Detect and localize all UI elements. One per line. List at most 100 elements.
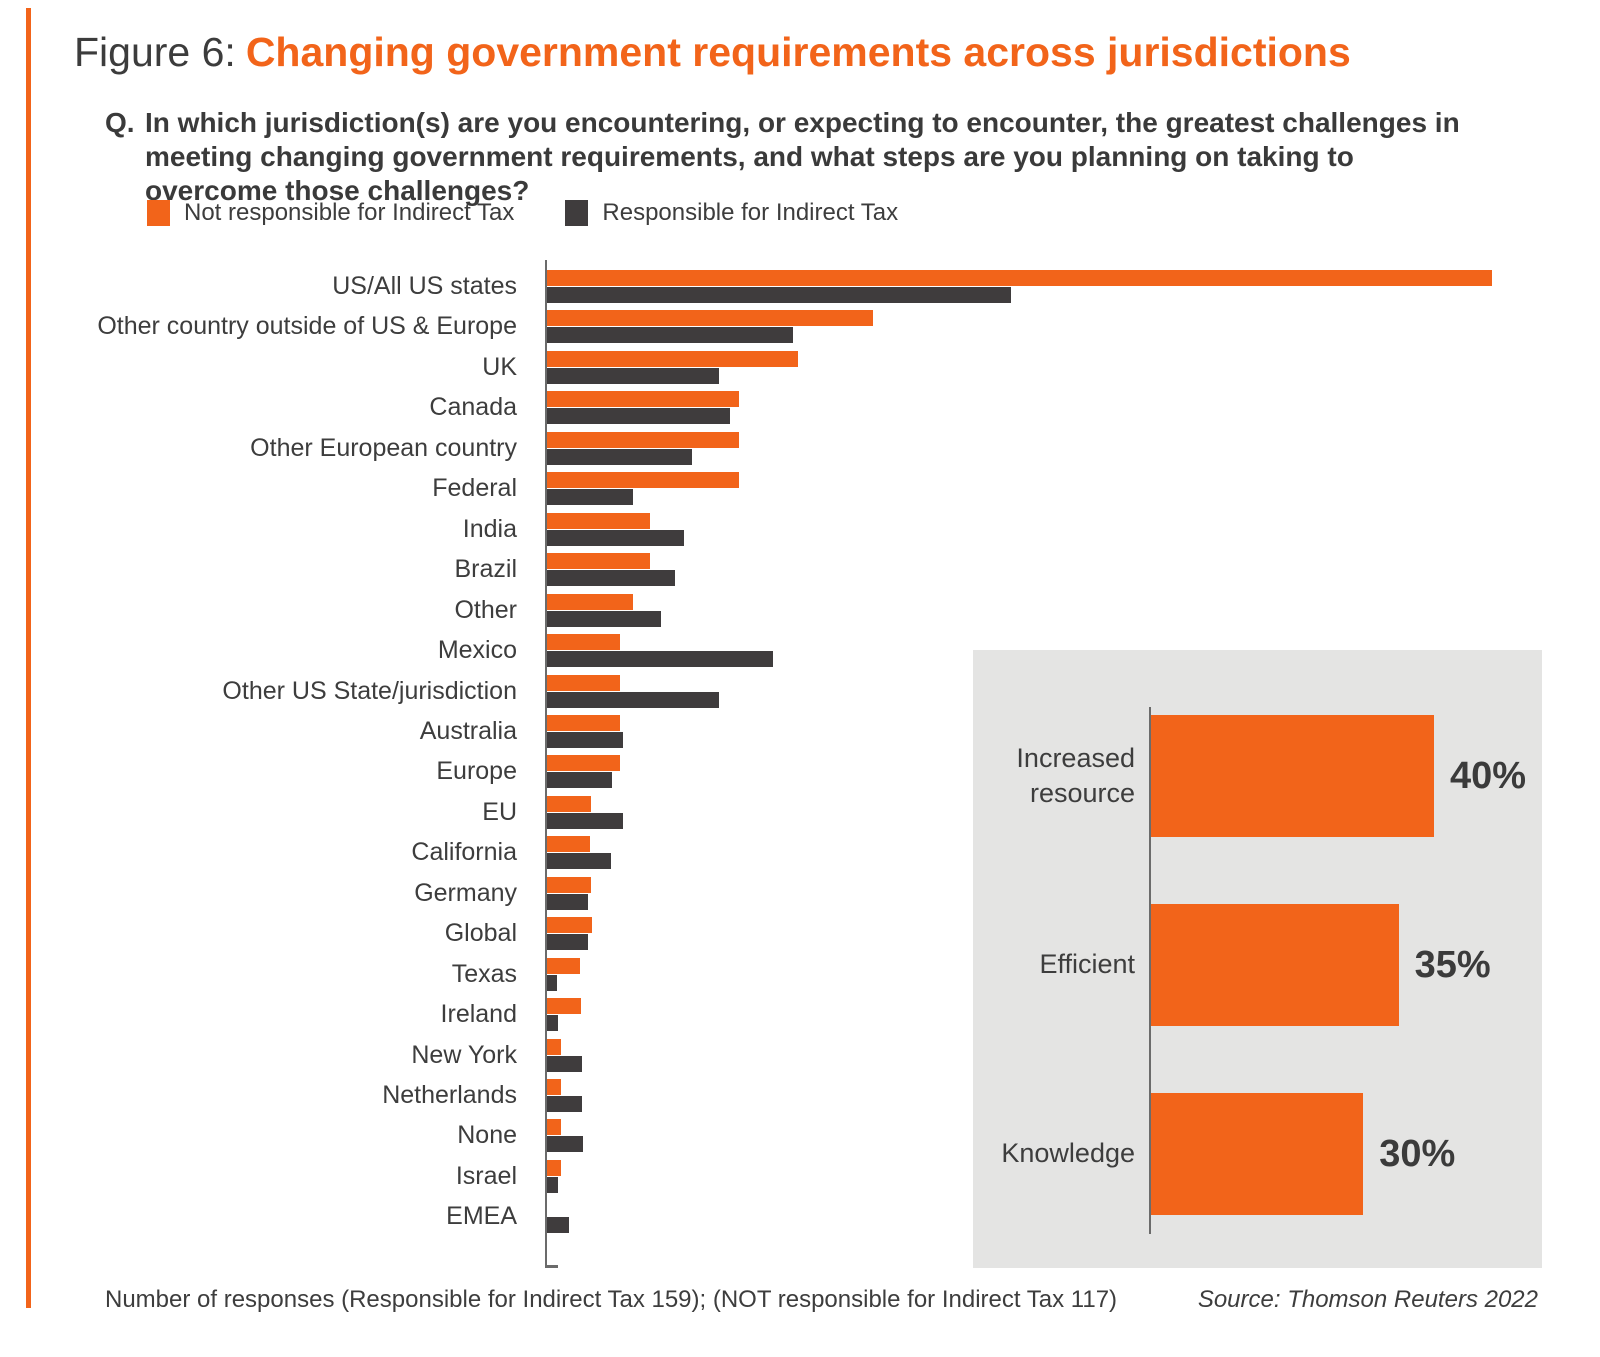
bar-not-responsible <box>547 755 620 772</box>
bar-not-responsible <box>547 998 582 1015</box>
y-axis-line <box>545 260 547 1268</box>
bar-responsible <box>547 1176 559 1193</box>
inset-category-label: Efficient <box>1039 949 1135 980</box>
figure-title-text: Changing government requirements across … <box>245 29 1351 75</box>
steps-inset-chart: Increased resource 40% Efficient 35% Knowled… <box>973 650 1542 1268</box>
bar-responsible <box>547 1217 569 1234</box>
category-label: Federal <box>432 474 517 503</box>
category-label: Mexico <box>437 636 517 665</box>
figure-number-label: Figure 6: <box>74 29 236 75</box>
source-credit: Source: Thomson Reuters 2022 <box>1197 1286 1538 1313</box>
category-label: Germany <box>414 878 517 907</box>
category-label: Ireland <box>440 1000 517 1029</box>
legend: Not responsible for Indirect Tax Respons… <box>147 199 898 227</box>
bar-responsible <box>547 367 719 384</box>
category-label: EMEA <box>446 1202 517 1231</box>
inset-category-label: Knowledge <box>1001 1138 1135 1169</box>
legend-label: Not responsible for Indirect Tax <box>184 199 515 226</box>
bar-not-responsible <box>547 431 739 448</box>
inset-bar <box>1151 904 1399 1026</box>
legend-swatch-responsible <box>565 200 589 226</box>
inset-category-label: Increased resource <box>1016 742 1135 808</box>
bar-responsible <box>547 812 623 829</box>
bar-responsible <box>547 570 675 587</box>
category-label: UK <box>482 352 517 381</box>
category-label: Texas <box>451 959 517 988</box>
bar-not-responsible <box>547 472 739 489</box>
bar-responsible <box>547 489 633 506</box>
bar-responsible <box>547 974 558 991</box>
category-label: EU <box>482 797 517 826</box>
orange-accent-rule <box>26 8 31 1308</box>
question-text: In which jurisdiction(s) are you encount… <box>145 107 1460 207</box>
legend-swatch-not-responsible <box>147 200 170 226</box>
bar-responsible <box>547 287 1011 303</box>
category-label: New York <box>411 1040 517 1069</box>
bar-not-responsible <box>547 1119 562 1136</box>
bar-not-responsible <box>547 674 620 691</box>
bar-not-responsible <box>547 1159 562 1176</box>
legend-label: Responsible for Indirect Tax <box>602 199 899 226</box>
question-prefix: Q. <box>105 107 135 138</box>
category-label: Israel <box>455 1161 517 1190</box>
bar-not-responsible <box>547 270 1492 286</box>
bar-responsible <box>547 772 613 789</box>
survey-question: Q. In which jurisdiction(s) are you enco… <box>105 106 1465 208</box>
bar-not-responsible <box>547 593 633 610</box>
category-label: US/All US states <box>332 272 517 300</box>
bar-responsible <box>547 1015 559 1032</box>
bar-responsible <box>547 408 731 425</box>
bar-responsible <box>547 731 623 748</box>
bar-not-responsible <box>547 512 650 529</box>
bar-not-responsible <box>547 917 593 934</box>
bar-responsible <box>547 1096 582 1112</box>
jurisdictions-bar-chart: US/All US states Other country outside of… <box>0 260 1600 1274</box>
inset-value-label: 40% <box>1450 754 1527 797</box>
axis-bottom-tick <box>545 1265 558 1268</box>
inset-value-label: 30% <box>1379 1132 1456 1175</box>
category-label: Australia <box>419 716 517 745</box>
bar-not-responsible <box>547 795 592 812</box>
category-label: India <box>462 514 517 543</box>
bar-responsible <box>547 651 773 668</box>
inset-value-label: 35% <box>1414 943 1491 986</box>
bar-responsible <box>547 610 662 627</box>
bar-responsible <box>547 529 685 546</box>
bar-not-responsible <box>547 1079 562 1095</box>
bar-responsible <box>547 1055 582 1072</box>
category-label: Europe <box>436 757 517 786</box>
bar-not-responsible <box>547 714 620 731</box>
bar-not-responsible <box>547 310 874 327</box>
bar-not-responsible <box>547 634 620 651</box>
category-label: California <box>411 838 517 867</box>
bar-responsible <box>547 853 612 870</box>
bar-not-responsible <box>547 1038 562 1055</box>
category-label: Global <box>444 919 517 948</box>
bar-not-responsible <box>547 836 591 853</box>
bar-responsible <box>547 934 588 951</box>
category-label: Other <box>454 595 517 624</box>
bar-not-responsible <box>547 350 799 367</box>
bar-responsible <box>547 1136 583 1153</box>
category-label: Other European country <box>250 433 517 462</box>
bar-responsible <box>547 448 692 465</box>
bar-not-responsible <box>547 391 739 408</box>
bar-responsible <box>547 327 793 344</box>
bar-not-responsible <box>547 957 581 974</box>
legend-item-responsible: Responsible for Indirect Tax <box>565 199 898 227</box>
legend-item-not-responsible: Not responsible for Indirect Tax <box>147 199 514 227</box>
category-label: Brazil <box>454 555 517 584</box>
inset-bar <box>1151 715 1434 837</box>
inset-bar <box>1151 1093 1364 1215</box>
bar-responsible <box>547 691 719 708</box>
category-label: None <box>457 1121 517 1150</box>
category-label: Netherlands <box>382 1081 517 1109</box>
inset-axis-line <box>1149 707 1151 1234</box>
category-label: Canada <box>429 393 517 422</box>
figure-title: Figure 6: Changing government requirement… <box>74 29 1351 75</box>
bar-not-responsible <box>547 876 592 893</box>
category-label: Other country outside of US & Europe <box>97 312 517 341</box>
responses-footnote: Number of responses (Responsible for Ind… <box>105 1286 1118 1313</box>
bar-responsible <box>547 893 588 910</box>
category-label: Other US State/jurisdiction <box>222 676 517 705</box>
